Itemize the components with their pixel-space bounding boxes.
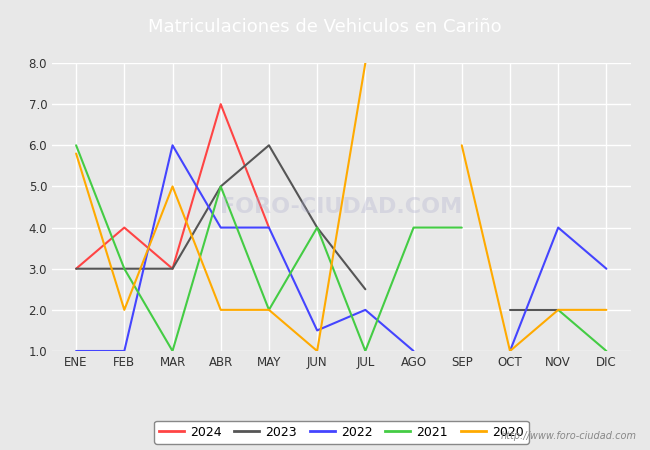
Text: Matriculaciones de Vehiculos en Cariño: Matriculaciones de Vehiculos en Cariño xyxy=(148,18,502,36)
Text: http://www.foro-ciudad.com: http://www.foro-ciudad.com xyxy=(501,431,637,441)
Legend: 2024, 2023, 2022, 2021, 2020: 2024, 2023, 2022, 2021, 2020 xyxy=(154,421,528,444)
Text: FORO-CIUDAD.COM: FORO-CIUDAD.COM xyxy=(220,197,462,217)
